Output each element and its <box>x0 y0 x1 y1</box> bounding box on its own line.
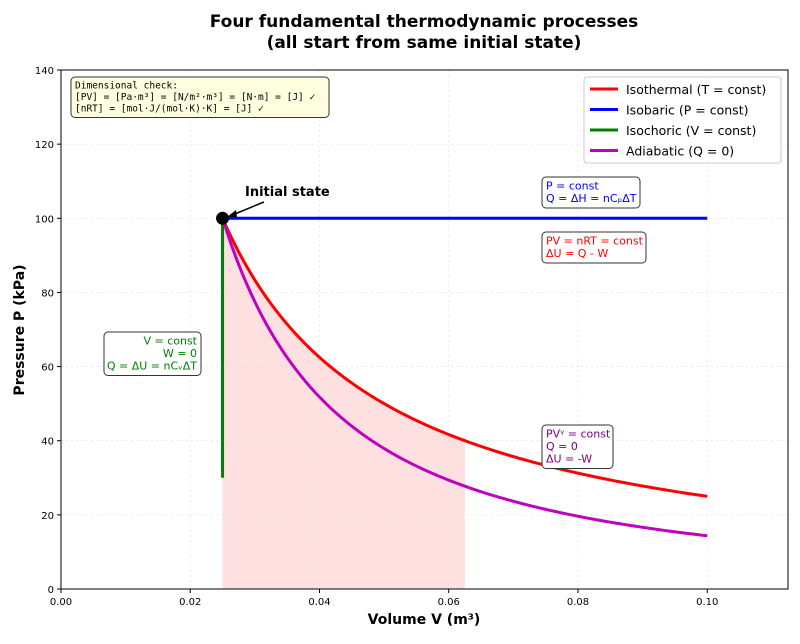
adiabatic-annotation-line: PVᵞ = const <box>546 428 611 441</box>
x-tick-label: 0.00 <box>50 597 72 608</box>
isothermal-annotation-box <box>541 231 647 264</box>
y-tick-label: 40 <box>41 437 54 448</box>
y-tick-label: 60 <box>41 363 54 374</box>
arrow-head <box>227 210 237 217</box>
isochoric-annotation-line: Q = ΔU = nCᵥΔT <box>107 360 197 373</box>
y-tick-label: 0 <box>48 585 54 596</box>
adiabatic-annotation-line: Q = 0 <box>546 440 578 453</box>
y-axis-label: Pressure P (kPa) <box>12 264 28 395</box>
x-tick-label: 0.02 <box>179 597 201 608</box>
y-tick-label: 140 <box>35 66 54 77</box>
legend-entry: Isochoric (V = const) <box>626 123 756 138</box>
adiabatic-annotation-line: ΔU = -W <box>546 453 592 466</box>
y-tick-label: 100 <box>35 214 54 225</box>
isothermal-annotation-line: ΔU = Q - W <box>546 247 608 260</box>
x-tick-label: 0.04 <box>308 597 330 608</box>
x-tick-label: 0.06 <box>438 597 460 608</box>
x-axis-label: Volume V (m³) <box>368 612 481 628</box>
adiabatic-annotation-box <box>541 424 614 469</box>
dimensional-annotation-line: [nRT] = [mol·J/(mol·K)·K] = [J] ✓ <box>75 104 264 115</box>
series-adiabatic-3 <box>221 217 708 538</box>
isobaric-annotation-line: P = const <box>546 180 599 193</box>
legend-box <box>583 76 782 164</box>
legend-entry: Isothermal (T = const) <box>626 82 766 97</box>
isochoric-annotation-line: V = const <box>143 335 197 348</box>
dimensional-annotation-box <box>70 76 330 118</box>
plot-frame <box>60 69 789 590</box>
legend-entry: Adiabatic (Q = 0) <box>626 144 734 159</box>
chart-title: Four fundamental thermodynamic processes <box>210 12 639 32</box>
isobaric-annotation-box <box>541 176 641 209</box>
isochoric-annotation-box <box>103 331 202 376</box>
chart-subtitle: (all start from same initial state) <box>267 33 582 53</box>
y-tick-label: 20 <box>41 511 54 522</box>
x-tick-label: 0.10 <box>696 597 718 608</box>
series-isothermal-0 <box>221 217 708 498</box>
y-tick-label: 80 <box>41 288 54 299</box>
dimensional-annotation-line: [PV] = [Pa·m³] = [N/m²·m³] = [N·m] = [J]… <box>75 92 315 103</box>
initial-state-label: Initial state <box>245 185 330 200</box>
isochoric-annotation-line: W = 0 <box>163 347 197 360</box>
isothermal-annotation-line: PV = nRT = const <box>546 235 644 248</box>
x-tick-label: 0.08 <box>567 597 589 608</box>
dimensional-annotation-line: Dimensional check: <box>75 81 178 92</box>
isobaric-annotation-line: Q = ΔH = nCₚΔT <box>546 192 637 205</box>
shaded-work-area <box>222 218 465 590</box>
y-tick-label: 120 <box>35 140 54 151</box>
initial-state-point <box>216 211 230 225</box>
legend-entry: Isobaric (P = const) <box>626 103 748 118</box>
